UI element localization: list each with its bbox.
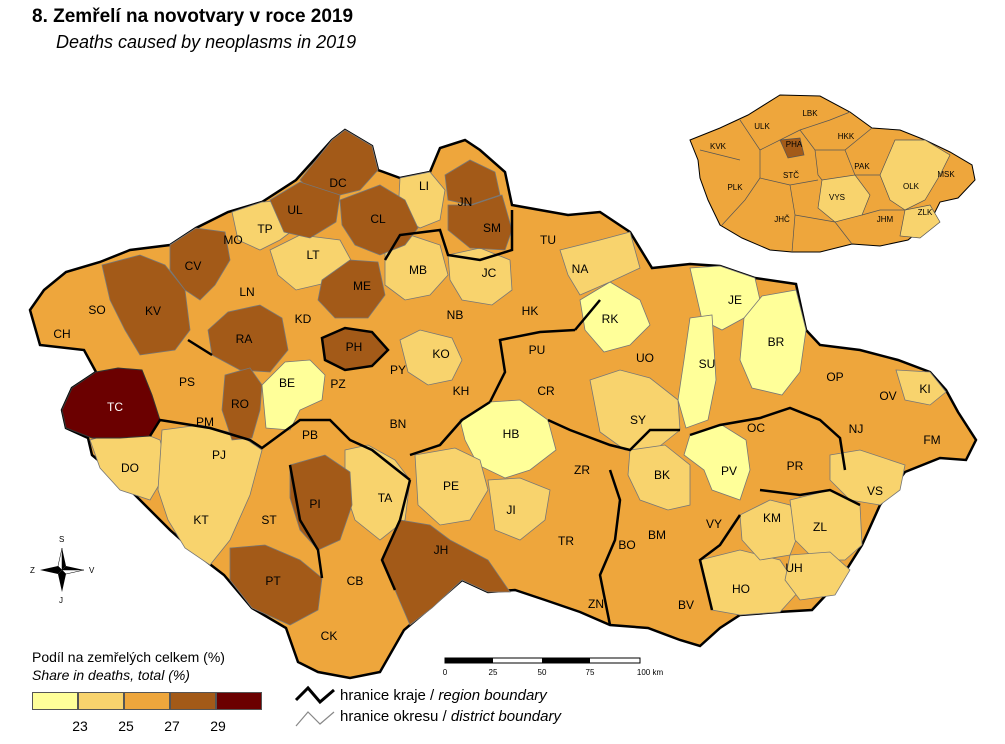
region-boundary-cs: hranice kraje / bbox=[340, 687, 435, 704]
compass-rose-icon bbox=[40, 547, 85, 592]
map-title: 8. Zemřelí na novotvary v roce 2019 bbox=[32, 6, 354, 27]
legend-title: Podíl na zemřelých celkem (%) bbox=[32, 649, 225, 665]
scale-tick: 25 bbox=[488, 668, 498, 677]
scale-tick: 100 km bbox=[636, 668, 664, 677]
legend-swatch-2 bbox=[78, 692, 124, 710]
legend-swatch-3 bbox=[124, 692, 170, 710]
region-boundary-symbol bbox=[294, 685, 335, 705]
compass-south: J bbox=[59, 596, 63, 605]
district-boundary-en: district boundary bbox=[450, 708, 561, 725]
scale-tick: 50 bbox=[537, 668, 547, 677]
scale-tick: 75 bbox=[585, 668, 595, 677]
compass-west: Z bbox=[30, 566, 35, 575]
legend-swatch-5 bbox=[216, 692, 262, 710]
compass-north: S bbox=[59, 535, 65, 544]
region-boundary-en: region boundary bbox=[438, 687, 547, 704]
class1-areas bbox=[261, 265, 807, 501]
legend-swatch-4 bbox=[170, 692, 216, 710]
district-boundary-symbol bbox=[295, 711, 335, 727]
map-subtitle: Deaths caused by neoplasms in 2019 bbox=[56, 32, 357, 52]
legend-tick: 23 bbox=[72, 718, 88, 734]
region-boundary-label: hranice kraje / region boundary bbox=[340, 687, 547, 704]
legend-tick: 27 bbox=[164, 718, 180, 734]
scale-bar bbox=[444, 657, 641, 664]
legend-tick: 25 bbox=[118, 718, 134, 734]
tc-district bbox=[61, 367, 161, 439]
scale-tick: 0 bbox=[442, 668, 448, 677]
region-boundaries bbox=[148, 210, 861, 626]
legend-subtitle: Share in deaths, total (%) bbox=[32, 667, 190, 683]
legend-tick: 29 bbox=[210, 718, 226, 734]
inset-regions-map bbox=[689, 94, 976, 253]
compass-east: V bbox=[89, 566, 95, 575]
district-boundary-cs: hranice okresu / bbox=[340, 708, 447, 725]
district-boundary-label: hranice okresu / district boundary bbox=[340, 708, 561, 725]
legend-swatch-1 bbox=[32, 692, 78, 710]
